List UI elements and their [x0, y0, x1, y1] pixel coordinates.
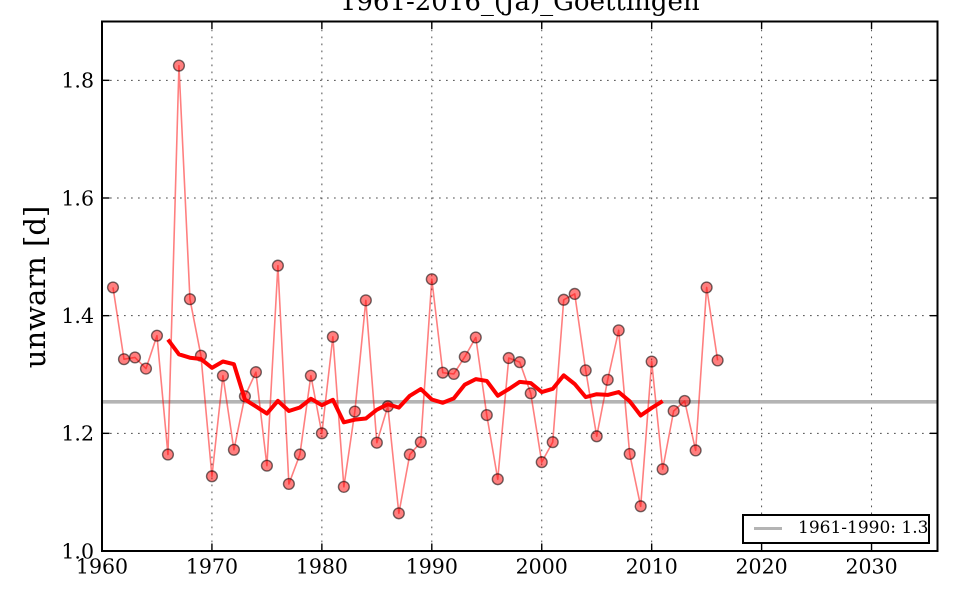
data-point-marker: [205, 470, 219, 483]
y-axis-label: unwarn [d]: [18, 206, 52, 368]
data-point-marker: [227, 443, 241, 456]
x-tick-labels: 1960 1970 1980 1990 2000 2010 2020 2030: [76, 555, 898, 579]
data-point-marker: [337, 480, 350, 493]
data-point-marker: [106, 281, 120, 294]
data-point-marker: [304, 369, 317, 382]
x-tick-label: 2030: [845, 555, 897, 579]
x-tick-label: 1990: [406, 555, 458, 579]
data-point-marker: [469, 331, 482, 344]
legend-label: 1961-1990: 1.3: [798, 518, 929, 538]
data-point-marker: [491, 473, 504, 486]
data-point-marker: [634, 500, 647, 513]
data-point-marker: [183, 293, 197, 306]
x-tick-label: 1970: [186, 555, 238, 579]
data-point-marker: [425, 273, 438, 286]
data-point-marker: [568, 287, 581, 300]
data-point-marker: [579, 364, 592, 377]
data-point-marker: [711, 354, 724, 367]
data-point-marker: [502, 351, 515, 365]
data-point-marker: [282, 477, 295, 491]
data-point-marker: [524, 387, 537, 400]
data-point-marker: [557, 293, 570, 306]
data-point-marker: [678, 394, 691, 408]
x-tick-label: 1980: [296, 555, 348, 579]
data-point-marker: [623, 447, 636, 461]
y-tick-label: 1.2: [61, 422, 94, 446]
data-point-marker: [689, 444, 702, 457]
data-point-marker: [700, 281, 713, 294]
annual-series: [106, 59, 724, 520]
data-point-marker: [612, 324, 625, 337]
data-point-marker: [128, 351, 142, 364]
data-point-marker: [370, 436, 383, 449]
data-point-marker: [645, 355, 658, 368]
running-mean-line: [166, 338, 664, 425]
data-point-marker: [458, 350, 471, 363]
data-point-marker: [392, 507, 405, 520]
legend: 1961-1990: 1.3: [742, 513, 930, 544]
axes-frame: [101, 20, 939, 552]
x-tick-label: 1960: [76, 555, 128, 579]
grid-lines: [103, 22, 937, 550]
data-point-marker: [216, 369, 230, 382]
data-point-marker: [172, 59, 186, 72]
data-point-marker: [150, 329, 164, 342]
data-point-marker: [590, 430, 603, 443]
data-point-marker: [249, 366, 263, 379]
data-point-marker: [436, 366, 449, 379]
data-point-marker: [513, 356, 526, 369]
data-point-marker: [293, 448, 306, 461]
x-tick-label: 2010: [626, 555, 678, 579]
chart-title: 1961-2016_(Ja)_Goettingen: [340, 0, 700, 17]
data-point-marker: [447, 367, 460, 381]
data-point-marker: [359, 294, 372, 307]
y-tick-label: 1.0: [61, 539, 94, 563]
y-tick-label: 1.6: [61, 186, 94, 210]
data-point-marker: [667, 404, 680, 418]
x-tick-label: 2000: [516, 555, 568, 579]
y-tick-labels: 1.0 1.2 1.4 1.6 1.8: [61, 69, 94, 564]
data-point-marker: [139, 362, 153, 375]
y-tick-label: 1.8: [61, 69, 94, 93]
data-point-marker: [117, 353, 131, 366]
data-point-marker: [535, 456, 548, 469]
data-point-marker: [403, 448, 416, 461]
data-point-marker: [161, 448, 175, 461]
data-point-marker: [546, 436, 559, 449]
running-mean-line: [166, 338, 664, 425]
axis-ticks: [101, 22, 937, 552]
legend-line-swatch: [754, 526, 782, 531]
data-point-marker: [260, 459, 274, 472]
data-point-marker: [315, 427, 328, 440]
x-tick-label: 2020: [736, 555, 788, 579]
data-point-marker: [480, 408, 493, 422]
data-point-marker: [601, 373, 614, 386]
y-tick-label: 1.4: [61, 304, 94, 328]
data-point-marker: [326, 330, 339, 343]
axes-spines: [101, 20, 939, 552]
data-point-marker: [271, 259, 284, 272]
annual-series-line: [112, 64, 719, 515]
data-point-marker: [414, 436, 427, 449]
data-point-marker: [348, 405, 361, 418]
data-point-marker: [656, 463, 669, 476]
